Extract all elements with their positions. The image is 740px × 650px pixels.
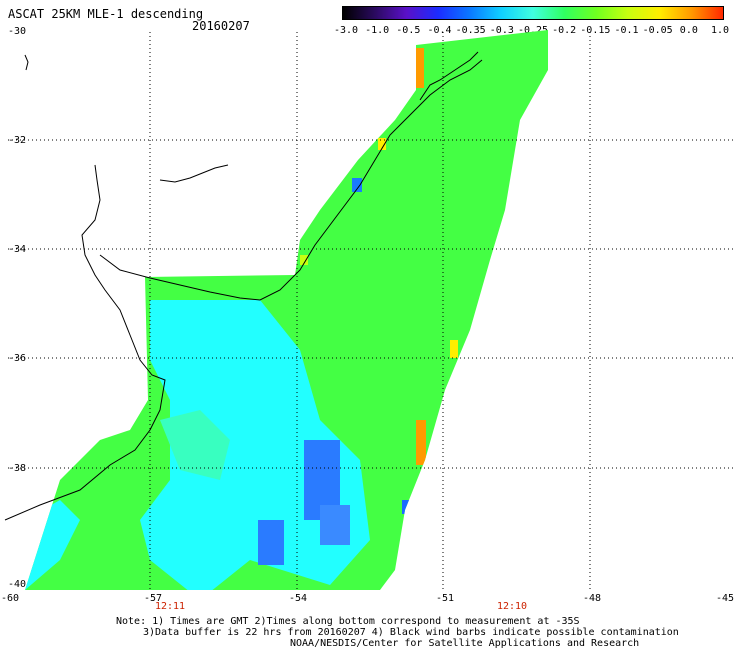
very-low-wind-patch [352, 178, 362, 192]
colorbar-tick-label: -0.3 [489, 25, 514, 36]
colorbar-tick-label: 0.0 [679, 25, 698, 36]
colorbar-tick-label: -0.2 [552, 25, 577, 36]
high-wind-edge [416, 48, 424, 88]
lat-label: -34 [8, 244, 27, 255]
colorbar-tick-label: -0.35 [455, 25, 486, 36]
lat-label: -40 [8, 579, 27, 590]
colorbar-tick-label: -0.4 [427, 25, 452, 36]
very-low-wind-patch [402, 500, 410, 514]
colorbar-tick-label: 1.0 [710, 25, 730, 36]
map-title: ASCAT 25KM MLE-1 descending [8, 7, 204, 21]
time-label: 12:11 [154, 601, 186, 612]
lon-label: -51 [435, 593, 455, 604]
colorbar-tick-label: -0.1 [614, 25, 639, 36]
high-wind-edge [416, 420, 426, 465]
note-line: NOAA/NESDIS/Center for Satellite Applica… [290, 638, 640, 649]
lon-label: -57 [143, 593, 163, 604]
colorbar-tick-label: -0.15 [580, 25, 611, 36]
grid [8, 32, 735, 590]
note-line: 3)Data buffer is 22 hrs from 20160207 4)… [143, 627, 679, 638]
colorbar-tick-label: -0.5 [396, 25, 421, 36]
lat-label: -30 [8, 26, 27, 37]
colorbar-tick-label: -3.0 [333, 25, 359, 36]
high-wind-edge [300, 255, 308, 265]
high-wind-edge [450, 340, 458, 358]
lon-label: -60 [0, 593, 20, 604]
colorbar-ticks: -3.0 -1.0 -0.5 -0.4 -0.35 -0.3 -0.25 -0.2 -0.15-… [334, 25, 730, 39]
lat-label: -36 [8, 353, 27, 364]
lon-label: -54 [288, 593, 308, 604]
lon-label: -48 [582, 593, 602, 604]
very-low-wind-patch [258, 520, 284, 565]
coastline [4, 51, 483, 521]
high-wind-edge [378, 138, 386, 150]
map-date: 20160207 [192, 19, 250, 33]
note-line: Note: 1) Times are GMT 2)Times along bot… [116, 616, 580, 627]
colorbar-tick-label: -0.25 [517, 25, 549, 36]
colorbar-tick-label: -1.0 [365, 25, 390, 36]
colorbar [342, 6, 724, 20]
lon-label: -45 [715, 593, 735, 604]
lat-label: -38 [8, 463, 27, 474]
time-label: 12:10 [496, 601, 528, 612]
colorbar-tick-label: -0.05 [642, 25, 673, 36]
lat-label: -32 [8, 135, 27, 146]
low-wind-region [160, 410, 230, 480]
very-low-wind-patch [320, 505, 350, 545]
low-wind-region [140, 300, 370, 590]
